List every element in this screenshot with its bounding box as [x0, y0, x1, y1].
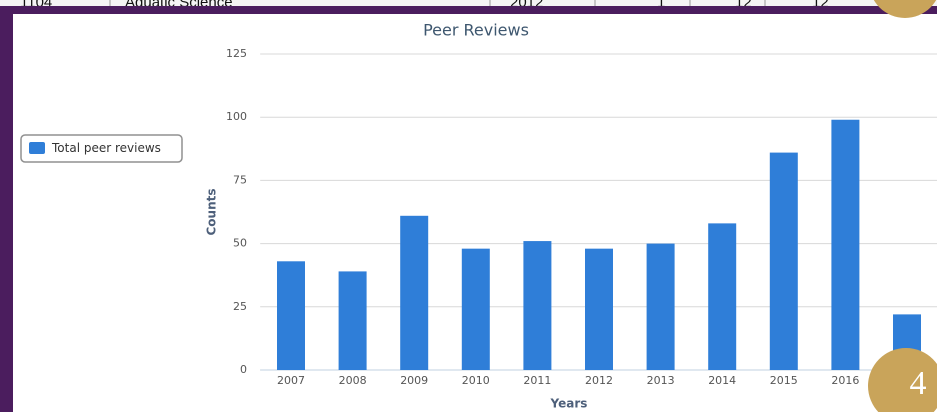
x-axis-label: Years: [550, 397, 588, 411]
bar: [769, 152, 798, 370]
bar: [585, 248, 613, 370]
x-tick-label: 2007: [277, 374, 305, 387]
legend-label: Total peer reviews: [51, 141, 161, 155]
y-tick-label: 75: [233, 173, 247, 186]
frame-top: [0, 6, 937, 14]
y-tick-label: 0: [240, 363, 247, 376]
x-tick-label: 2010: [462, 374, 490, 387]
x-tick-label: 2011: [523, 374, 551, 387]
y-axis-label: Counts: [205, 188, 219, 235]
badge-circle: [868, 348, 937, 412]
badge: 4: [910, 365, 927, 402]
x-tick-label: 2012: [585, 374, 613, 387]
legend-swatch: [29, 142, 45, 154]
legend-box: [20, 134, 183, 163]
table-cell: 1104: [20, 0, 52, 11]
table-cell: 12: [735, 0, 752, 11]
plot: 0 25 50 75 100 125 Total peer reviews 2007 2008 2…: [29, 47, 937, 387]
y-tick-label: 125: [226, 47, 247, 60]
table-cell: Aquatic Science: [125, 0, 233, 11]
bar: [338, 271, 367, 370]
bar: [831, 119, 860, 370]
bar: [523, 241, 552, 370]
x-tick-label: 2008: [339, 374, 367, 387]
bar: [708, 223, 737, 370]
x-tick-label: 2014: [708, 374, 736, 387]
y-tick-label: 100: [226, 110, 247, 123]
table-cell: 2012: [510, 0, 543, 11]
decor-circle: [873, 0, 937, 18]
table-cell: 1: [657, 0, 665, 11]
x-tick-label: 2016: [831, 374, 859, 387]
y-tick-label: 25: [233, 300, 247, 313]
y-tick-label: 50: [233, 237, 247, 250]
bar: [646, 243, 675, 370]
x-tick-label: 2015: [770, 374, 798, 387]
chart-title: Peer Reviews: [423, 21, 529, 40]
x-tick-label: 2013: [647, 374, 675, 387]
bar: [461, 248, 490, 370]
x-tick-label: 2009: [400, 374, 428, 387]
table-cell: 12: [812, 0, 829, 11]
table-strip: [0, 0, 937, 6]
bar: [277, 261, 305, 370]
bar: [400, 215, 429, 370]
table-row: 1104 Aquatic Science 2012 1 12 12: [20, 0, 829, 11]
